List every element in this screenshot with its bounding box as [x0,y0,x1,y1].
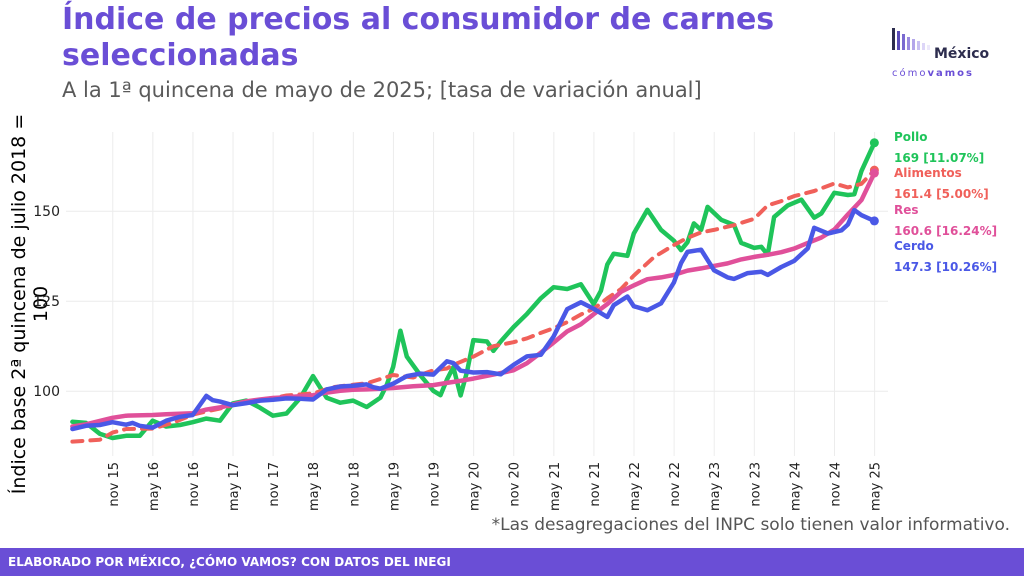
mexico-como-vamos-logo: México cómovamos [888,22,1008,82]
x-tick-label: nov 20 [508,462,523,507]
series-label-layer: Pollo 169 [11.07%]Alimentos 161.4 [5.00%] R… [894,130,997,274]
x-tick-label: nov 19 [428,462,443,507]
x-tick-label: may 18 [307,462,322,511]
x-tick-label: nov 24 [829,462,844,507]
logo-main-text: México [934,46,990,62]
logo-sub-light: cómo [892,68,928,79]
series-line-cerdo [70,207,877,432]
series-layer [70,138,879,444]
line-chart: 100 125 150 nov 15 may 16 nov 16 may 17 nov 17… [33,130,997,511]
logo-sub-text: cómovamos [892,68,974,79]
series-value-alimentos: 161.4 [5.00%] [894,187,989,201]
x-tick-layer: nov 15 may 16 nov 16 may 17 nov 17 may 18 nov … [107,462,884,511]
x-tick-label: nov 16 [187,462,202,507]
y-tick-label: 150 [33,204,60,220]
y-tick-label: 125 [33,294,60,310]
chart-subtitle: A la 1ª quincena de mayo de 2025; [tasa … [62,78,702,102]
x-tick-label: may 17 [227,462,242,511]
series-endpoint-pollo [869,138,879,148]
series-value-res: 160.6 [16.24%] [894,224,997,238]
x-tick-label: may 25 [869,462,884,511]
x-tick-label: may 16 [147,462,162,511]
footer-credit: ELABORADO POR MÉXICO, ¿CÓMO VAMOS? CON D… [0,548,1024,576]
x-tick-label: may 19 [387,462,402,511]
x-tick-label: nov 18 [347,462,362,507]
series-value-cerdo: 147.3 [10.26%] [894,260,997,274]
x-tick-label: may 21 [548,462,563,511]
series-value-pollo: 169 [11.07%] [894,151,984,165]
series-label-cerdo: Cerdo [894,239,934,253]
chart-title: Índice de precios al consumidor de carne… [62,2,775,73]
series-endpoint-res [869,168,879,178]
x-tick-label: may 22 [628,462,643,511]
logo-bars-icon [892,28,930,50]
y-tick-label: 100 [33,384,60,400]
series-label-alimentos: Alimentos [894,166,962,180]
x-tick-label: nov 21 [588,462,603,507]
y-tick-layer: 100 125 150 [33,204,60,400]
informative-note: *Las desagregaciones del INPC solo tiene… [491,515,1010,535]
x-tick-label: nov 22 [668,462,683,507]
series-label-pollo: Pollo [894,130,928,144]
x-tick-label: nov 23 [748,462,763,507]
x-tick-label: may 24 [788,462,803,511]
x-tick-label: nov 15 [107,462,122,507]
series-endpoint-cerdo [869,216,879,226]
grid-layer [66,132,888,456]
series-label-res: Res [894,203,919,217]
x-tick-label: nov 17 [267,462,282,507]
x-tick-label: may 20 [468,462,483,511]
x-tick-label: may 23 [708,462,723,511]
logo-sub-bold: vamos [927,68,974,79]
